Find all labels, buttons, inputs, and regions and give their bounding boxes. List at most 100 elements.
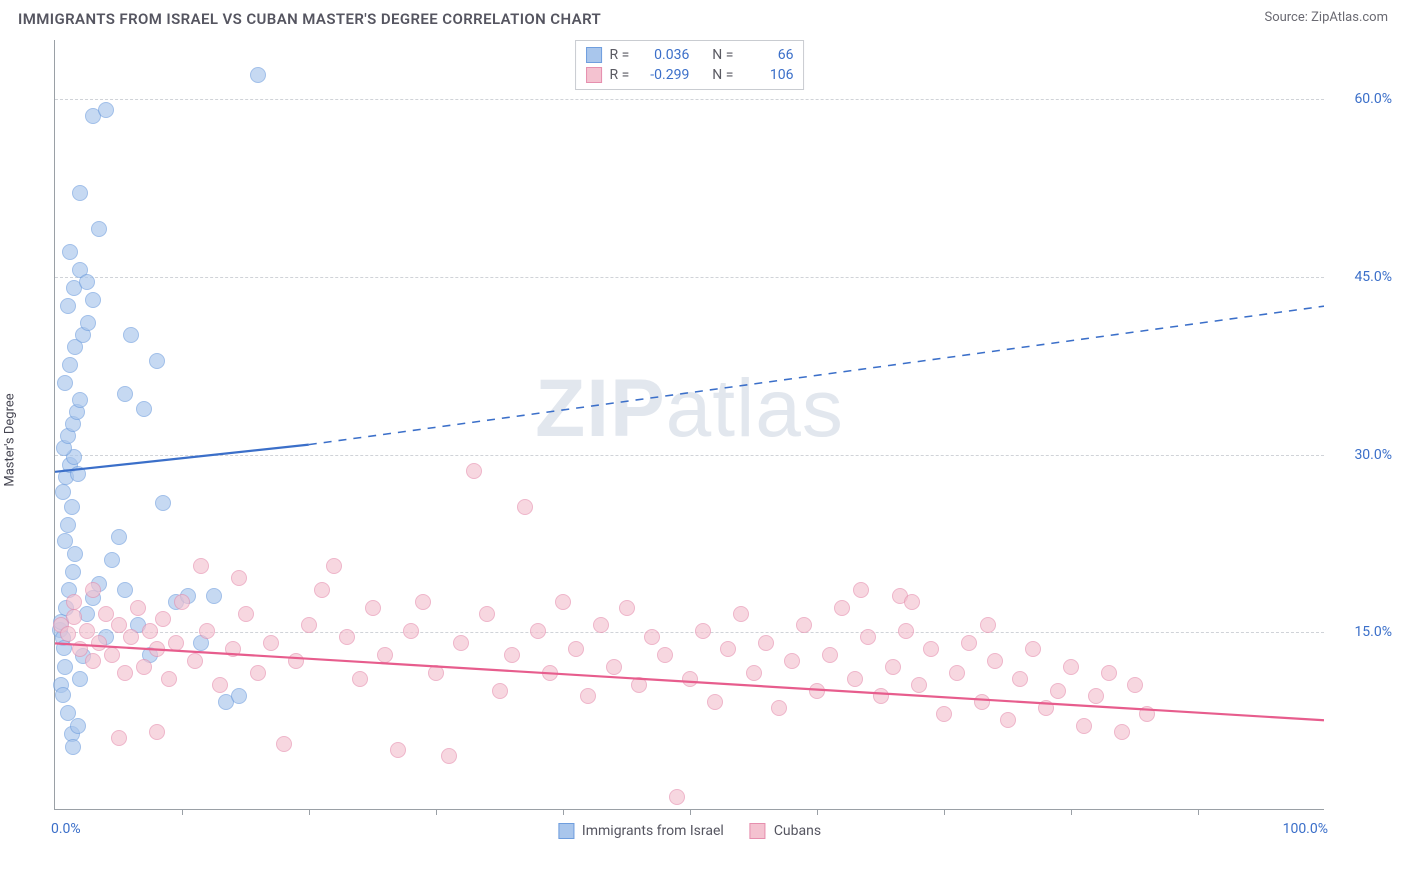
legend-row-series2: R = -0.299 N = 106 (586, 65, 794, 85)
y-axis-label: Master's Degree (3, 393, 18, 486)
watermark: ZIPatlas (535, 362, 844, 456)
data-point (1139, 706, 1155, 722)
data-point (117, 665, 133, 681)
data-point (853, 582, 869, 598)
data-point (123, 327, 139, 343)
x-tick-max: 100.0% (1283, 821, 1328, 837)
data-point (123, 629, 139, 645)
data-point (62, 357, 78, 373)
r-value-series2: -0.299 (637, 65, 689, 85)
data-point (57, 533, 73, 549)
data-point (91, 635, 107, 651)
data-point (403, 623, 419, 639)
series-legend: Immigrants from Israel Cubans (558, 823, 821, 839)
data-point (231, 688, 247, 704)
data-point (1127, 677, 1143, 693)
data-point (206, 588, 222, 604)
data-point (619, 600, 635, 616)
data-point (238, 606, 254, 622)
data-point (55, 687, 71, 703)
data-point (212, 677, 228, 693)
n-label: N = (712, 45, 733, 65)
x-tick (1198, 809, 1199, 815)
swatch-series2-bottom (750, 823, 766, 839)
data-point (809, 683, 825, 699)
x-tick (944, 809, 945, 815)
watermark-atlas: atlas (666, 363, 844, 454)
data-point (79, 623, 95, 639)
data-point (669, 789, 685, 805)
data-point (1076, 718, 1092, 734)
data-point (415, 594, 431, 610)
data-point (1038, 700, 1054, 716)
data-point (904, 594, 920, 610)
data-point (117, 582, 133, 598)
n-label: N = (712, 65, 733, 85)
plot-region: ZIPatlas R = 0.036 N = 66 R = -0.299 N =… (54, 40, 1324, 810)
data-point (885, 659, 901, 675)
data-point (85, 582, 101, 598)
x-tick (1071, 809, 1072, 815)
data-point (746, 665, 762, 681)
source-name: ZipAtlas.com (1311, 10, 1388, 25)
data-point (60, 298, 76, 314)
data-point (155, 611, 171, 627)
data-point (441, 748, 457, 764)
data-point (517, 499, 533, 515)
data-point (631, 677, 647, 693)
data-point (987, 653, 1003, 669)
data-point (104, 647, 120, 663)
data-point (250, 67, 266, 83)
swatch-series1 (586, 47, 602, 63)
data-point (796, 617, 812, 633)
data-point (98, 606, 114, 622)
data-point (466, 463, 482, 479)
data-point (142, 623, 158, 639)
data-point (301, 617, 317, 633)
gridline-h (55, 632, 1324, 633)
chart-source: Source: ZipAtlas.com (1264, 10, 1388, 25)
data-point (57, 375, 73, 391)
data-point (326, 558, 342, 574)
data-point (1088, 688, 1104, 704)
data-point (67, 546, 83, 562)
data-point (682, 671, 698, 687)
x-tick (436, 809, 437, 815)
x-tick (690, 809, 691, 815)
data-point (974, 694, 990, 710)
gridline-h (55, 99, 1324, 100)
data-point (860, 629, 876, 645)
data-point (936, 706, 952, 722)
gridline-h (55, 277, 1324, 278)
legend-item-series2: Cubans (750, 823, 821, 839)
n-value-series2: 106 (741, 65, 793, 85)
data-point (72, 185, 88, 201)
data-point (80, 315, 96, 331)
data-point (72, 671, 88, 687)
data-point (168, 635, 184, 651)
data-point (530, 623, 546, 639)
r-label: R = (610, 65, 630, 85)
watermark-zip: ZIP (535, 363, 666, 454)
data-point (834, 600, 850, 616)
chart-area: Master's Degree ZIPatlas R = 0.036 N = 6… (18, 40, 1388, 840)
x-tick (563, 809, 564, 815)
x-tick-min: 0.0% (51, 821, 81, 837)
data-point (492, 683, 508, 699)
data-point (1050, 683, 1066, 699)
data-point (657, 647, 673, 663)
chart-header: IMMIGRANTS FROM ISRAEL VS CUBAN MASTER'S… (0, 0, 1406, 32)
x-tick (182, 809, 183, 815)
data-point (72, 392, 88, 408)
data-point (62, 244, 78, 260)
data-point (314, 582, 330, 598)
data-point (149, 353, 165, 369)
r-value-series1: 0.036 (637, 45, 689, 65)
data-point (193, 558, 209, 574)
data-point (1063, 659, 1079, 675)
data-point (923, 641, 939, 657)
data-point (187, 653, 203, 669)
data-point (720, 641, 736, 657)
data-point (60, 626, 76, 642)
data-point (453, 635, 469, 651)
